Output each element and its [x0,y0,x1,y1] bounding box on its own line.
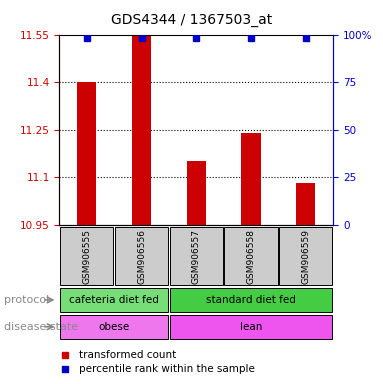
Text: standard diet fed: standard diet fed [206,295,296,305]
Text: GSM906557: GSM906557 [192,229,201,284]
Text: GSM906559: GSM906559 [301,229,310,284]
Text: obese: obese [98,322,130,332]
Bar [132,35,151,225]
Text: cafeteria diet fed: cafeteria diet fed [69,295,159,305]
Text: transformed count: transformed count [79,350,176,360]
Text: GSM906556: GSM906556 [137,229,146,284]
Text: percentile rank within the sample: percentile rank within the sample [79,364,254,374]
Text: disease state: disease state [4,322,78,332]
Text: lean: lean [240,322,262,332]
FancyBboxPatch shape [170,227,223,285]
Text: GSM906555: GSM906555 [82,229,91,284]
Bar [187,161,206,225]
FancyBboxPatch shape [60,227,113,285]
Text: GDS4344 / 1367503_at: GDS4344 / 1367503_at [111,13,272,27]
FancyBboxPatch shape [279,227,332,285]
Text: protocol: protocol [4,295,49,305]
FancyBboxPatch shape [60,288,168,312]
FancyBboxPatch shape [115,227,168,285]
Text: GSM906558: GSM906558 [247,229,255,284]
FancyBboxPatch shape [224,227,278,285]
FancyBboxPatch shape [170,315,332,339]
Bar [77,82,97,225]
FancyBboxPatch shape [60,315,168,339]
FancyBboxPatch shape [170,288,332,312]
Bar [296,184,316,225]
Bar [241,133,261,225]
